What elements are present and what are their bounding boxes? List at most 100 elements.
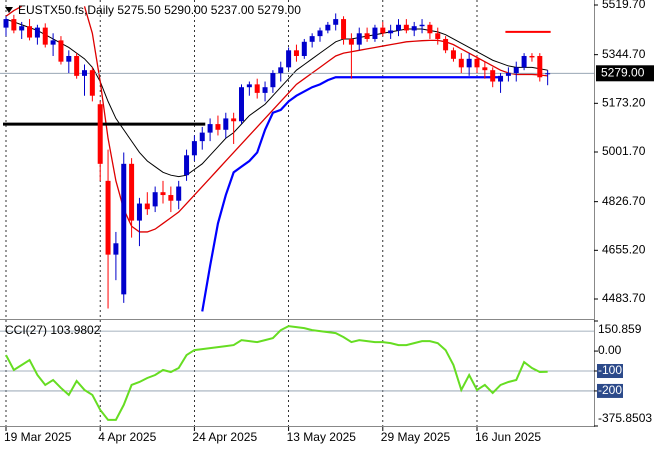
- y-tick-label: 5173.20: [602, 95, 646, 109]
- candle-body: [254, 84, 260, 93]
- candle-body: [333, 19, 339, 25]
- candle-body: [66, 55, 72, 62]
- last-price-box: [596, 65, 654, 82]
- x-tick-label: 4 Apr 2025: [98, 430, 156, 444]
- candle-body: [74, 55, 80, 76]
- y-tick-label: 4655.20: [602, 242, 646, 256]
- candle-body: [262, 87, 268, 93]
- candle-body: [19, 26, 25, 31]
- indicator-line: [5, 18, 548, 178]
- candle-body: [168, 195, 174, 201]
- x-tick-label: 16 Jun 2025: [475, 430, 541, 444]
- level-label-box: [597, 383, 623, 398]
- x-tick-label: 29 May 2025: [381, 430, 451, 444]
- candle-body: [136, 203, 142, 221]
- candle-body: [388, 30, 394, 34]
- candle-body: [184, 155, 190, 176]
- indicator-line: [5, 5, 548, 233]
- candle-body: [278, 67, 284, 74]
- y-tick-label: 4483.70: [602, 291, 646, 305]
- candle-body: [325, 24, 331, 31]
- candle-body: [34, 27, 40, 38]
- candle-body: [474, 58, 480, 68]
- y-tick-label: 5001.70: [602, 144, 646, 158]
- candle-body: [443, 38, 449, 51]
- candle-body: [529, 55, 535, 58]
- candle-body: [50, 40, 56, 45]
- candle-body: [411, 26, 417, 31]
- chart-title: EUSTX50.fs,Daily 5275.50 5290.00 5237.00…: [18, 3, 301, 17]
- candle-body: [176, 186, 182, 201]
- candle-body: [27, 26, 33, 38]
- candle-body: [215, 124, 221, 130]
- last-price-label: 5279.00: [601, 65, 645, 79]
- candle-body: [301, 41, 307, 56]
- candle-body: [498, 75, 504, 82]
- candle-body: [521, 55, 527, 68]
- candle-body: [380, 27, 386, 34]
- candle-body: [3, 19, 9, 28]
- candle-body: [458, 58, 464, 68]
- candle-body: [207, 124, 213, 133]
- candle-body: [450, 50, 456, 59]
- candle-body: [121, 163, 127, 295]
- candle-body: [466, 58, 472, 68]
- candle-body: [364, 33, 370, 39]
- candle-body: [105, 180, 111, 255]
- candle-body: [97, 104, 103, 164]
- candle-body: [293, 50, 299, 56]
- candle-body: [144, 203, 150, 210]
- y-tick-label: 150.859: [598, 322, 642, 336]
- collapse-icon: [5, 7, 13, 13]
- candle-body: [42, 27, 48, 45]
- candle-body: [419, 24, 425, 27]
- candle-body: [482, 67, 488, 71]
- candle-body: [160, 192, 166, 196]
- y-tick-label: -375.8503: [598, 411, 652, 425]
- candle-body: [537, 55, 543, 78]
- candle-body: [348, 38, 354, 45]
- candle-body: [11, 19, 17, 31]
- candle-body: [89, 70, 95, 96]
- candle-body: [270, 73, 276, 88]
- y-tick-label: -100: [598, 363, 622, 377]
- y-tick-label: -200: [598, 383, 622, 397]
- candle-body: [113, 243, 119, 255]
- candle-body: [309, 36, 315, 42]
- candle-body: [199, 132, 205, 142]
- cci-line: [5, 325, 548, 421]
- candle-body: [427, 24, 433, 34]
- candle-body: [231, 118, 237, 122]
- candle-body: [152, 192, 158, 207]
- candle-body: [403, 24, 409, 31]
- y-tick-label: 5344.70: [602, 47, 646, 61]
- candle-body: [246, 84, 252, 88]
- candle-body: [129, 163, 135, 221]
- candle-body: [372, 27, 378, 39]
- level-label-box: [597, 364, 623, 379]
- candle-body: [396, 24, 401, 31]
- y-tick-label: 0.00: [598, 343, 622, 357]
- y-tick-label: 5519.70: [602, 0, 646, 11]
- candle-body: [223, 118, 229, 130]
- candle-body: [490, 70, 496, 82]
- candle-body: [82, 70, 87, 76]
- candle-body: [341, 19, 347, 39]
- y-tick-label: 4826.70: [602, 194, 646, 208]
- candle-body: [239, 87, 244, 122]
- candle-body: [286, 50, 292, 68]
- candle-body: [435, 33, 441, 39]
- candle-body: [356, 33, 362, 45]
- candle-body: [191, 141, 197, 156]
- candle-body: [317, 30, 323, 37]
- x-tick-label: 19 Mar 2025: [4, 430, 72, 444]
- candle-body: [505, 73, 511, 76]
- indicator-title: CCI(27) 103.9802: [5, 323, 101, 337]
- candle-body: [545, 73, 551, 75]
- x-tick-label: 13 May 2025: [287, 430, 357, 444]
- candle-body: [513, 67, 519, 74]
- candle-body: [58, 40, 64, 62]
